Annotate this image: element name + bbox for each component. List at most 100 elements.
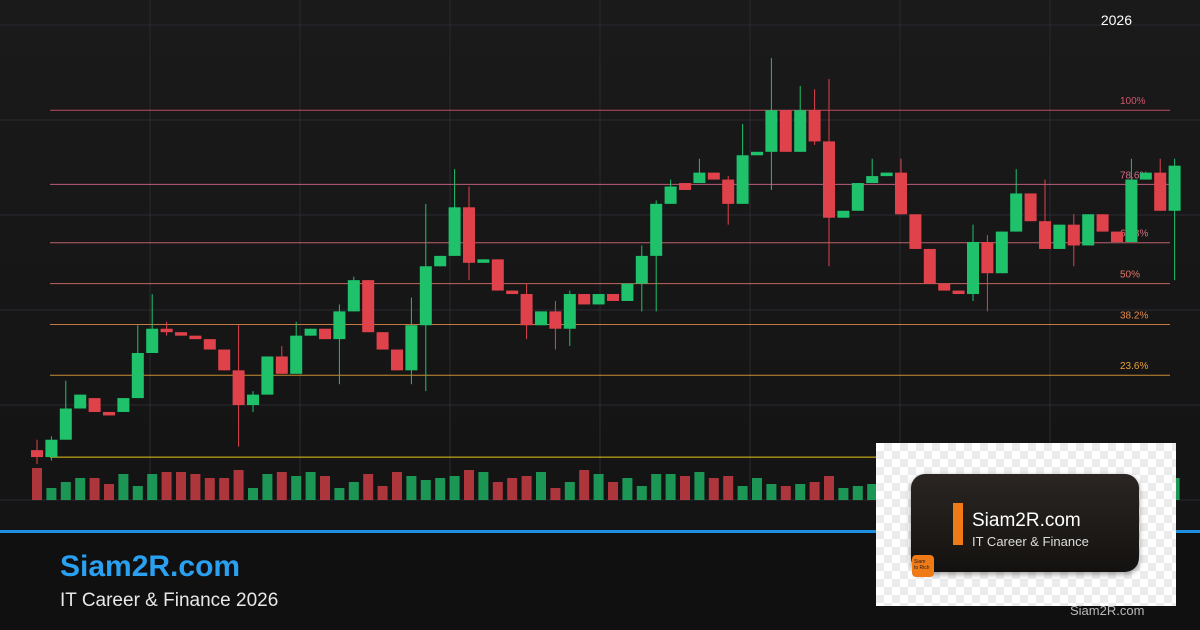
candle-body [1139, 172, 1152, 180]
candle-body [679, 183, 691, 190]
volume-bar [204, 478, 215, 500]
candle-body [218, 349, 231, 371]
volume-bar [809, 482, 820, 500]
volume-bar [161, 472, 172, 500]
candle-body [275, 356, 288, 374]
volume-bar [89, 478, 100, 500]
candle-body [376, 332, 389, 350]
candle-body [779, 110, 792, 152]
candle-body [362, 280, 375, 333]
candle-body [1039, 221, 1051, 249]
candle-body [391, 349, 403, 371]
candle-body [203, 339, 216, 350]
volume-bar [536, 472, 546, 500]
volume-bar [795, 484, 806, 500]
candle-body [74, 394, 87, 409]
candle-body [290, 335, 303, 374]
candle-body [333, 311, 346, 340]
candle-body [607, 294, 619, 301]
candle-body [45, 439, 58, 458]
volume-bar [464, 470, 474, 500]
candle-body [131, 353, 144, 399]
logo-accent [953, 503, 963, 545]
volume-bar [737, 486, 748, 500]
volume-bar [723, 476, 734, 500]
candle-body [1125, 179, 1138, 242]
candle-body [736, 155, 749, 204]
candle-body [938, 283, 951, 291]
volume-bar [694, 472, 705, 500]
candle-body [621, 283, 634, 301]
footer-brand: Siam2R.com [60, 550, 241, 583]
volume-bar [593, 474, 604, 500]
candle-body [31, 450, 43, 458]
volume-bar [636, 486, 647, 500]
volume-bar [824, 476, 834, 500]
volume-bar [305, 472, 316, 500]
fib-label: 78.6% [1120, 170, 1148, 181]
volume-bar [190, 474, 201, 500]
candle-body [405, 325, 418, 371]
candle-body [347, 280, 360, 312]
footer-rule [0, 530, 1200, 533]
logo-panel: Siam2R.com IT Career & Finance Siam to R… [876, 443, 1176, 606]
volume-bar [219, 478, 230, 500]
caption: Siam2R.com [1070, 603, 1145, 618]
candle-body [1024, 193, 1037, 222]
candle-body [146, 328, 159, 353]
volume-bar [406, 476, 417, 500]
volume-bar [752, 478, 762, 500]
candle-body [794, 110, 807, 152]
volume-bar [449, 476, 460, 500]
volume-bar [507, 478, 518, 500]
volume-bar [579, 470, 590, 500]
volume-bar [46, 488, 57, 500]
candle-body [247, 394, 259, 406]
volume-bar [838, 488, 849, 500]
candle-body [909, 214, 922, 249]
logo-brand: Siam2R.com [972, 510, 1081, 531]
candle-body [592, 294, 605, 305]
fib-label: 38.2% [1120, 311, 1148, 322]
candle-body [1067, 224, 1080, 246]
volume-bar [348, 482, 359, 500]
logo-icon-text: to Rich [914, 565, 930, 571]
volume-bar [651, 474, 662, 500]
volume-bar [118, 474, 129, 500]
candle-body [261, 356, 274, 395]
fib-label: 100% [1120, 96, 1146, 107]
volume-bar [104, 484, 114, 500]
candle-body [895, 172, 907, 215]
candle-body [866, 176, 879, 184]
volume-bar [392, 472, 402, 500]
volume-bar [291, 476, 302, 500]
logo-tagline: IT Career & Finance [972, 534, 1089, 549]
volume-bar [377, 486, 388, 500]
volume-bar [420, 480, 431, 500]
candle-body [923, 248, 936, 284]
candle-body [952, 290, 965, 295]
volume-bar [665, 474, 676, 500]
candle-body [635, 255, 648, 284]
candle-body [232, 370, 245, 406]
year: 2026 [1100, 12, 1132, 28]
candle-body [304, 328, 317, 336]
candle-body [103, 411, 115, 416]
candle-body [175, 332, 187, 336]
candle-body [967, 242, 979, 295]
candle-body [1096, 214, 1109, 232]
volume-bar [680, 476, 690, 500]
candle-body [650, 203, 663, 256]
volume-bar [521, 476, 532, 500]
candle-body [506, 290, 519, 295]
candle-body [1082, 214, 1095, 246]
candle-body [549, 311, 562, 329]
candle-body [477, 259, 490, 263]
candle-body [491, 259, 504, 291]
volume-bar [262, 474, 273, 500]
candle-body [1154, 172, 1167, 211]
candle-body [1053, 224, 1066, 249]
candle-body [88, 398, 101, 412]
